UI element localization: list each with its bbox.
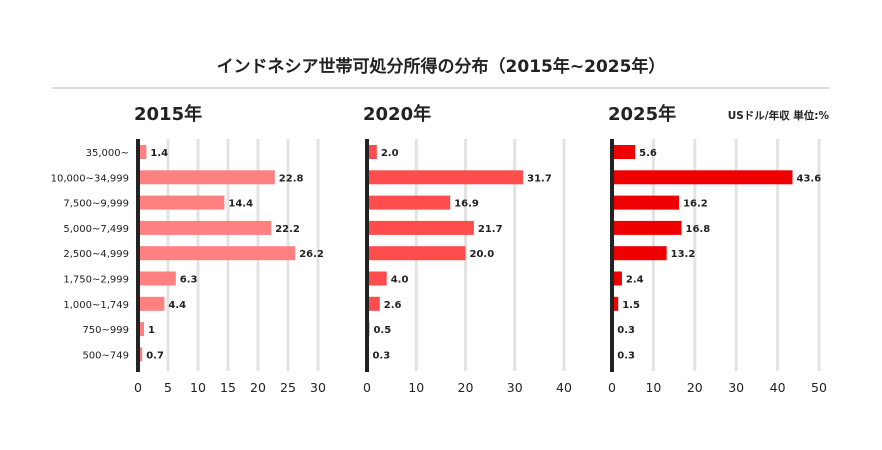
value-label: 0.3 xyxy=(617,350,635,361)
value-label: 6.3 xyxy=(180,275,198,286)
value-label: 1.4 xyxy=(150,148,168,159)
bar xyxy=(138,170,275,185)
bar xyxy=(612,296,619,311)
bar xyxy=(367,271,387,286)
bar xyxy=(612,220,682,235)
bar xyxy=(367,145,377,159)
category-label: 1,000~1,749 xyxy=(63,300,129,311)
tick-label: 20 xyxy=(458,380,474,395)
bar xyxy=(612,170,793,185)
bar xyxy=(612,195,680,210)
bar xyxy=(612,271,622,286)
bar xyxy=(367,220,474,235)
tick-label: 15 xyxy=(220,380,236,395)
bar xyxy=(138,246,296,261)
bar xyxy=(612,246,667,261)
panel-1: 2015年 0 5 10 15 20 25 30 1.4 22.8 14.4 22.2 26.2 6.3 4… xyxy=(134,103,326,395)
category-label: 750~999 xyxy=(82,325,129,336)
value-label: 14.4 xyxy=(228,199,253,210)
panel-heading: 2015年 xyxy=(134,103,202,125)
value-label: 22.8 xyxy=(279,173,304,184)
chart-title: インドネシア世帯可処分所得の分布（2015年~2025年） xyxy=(217,56,666,77)
value-label: 16.2 xyxy=(683,199,708,210)
bar xyxy=(138,296,165,311)
value-label: 2.0 xyxy=(381,148,399,159)
value-label: 16.9 xyxy=(454,199,479,210)
value-label: 16.8 xyxy=(686,224,711,235)
bar xyxy=(612,145,636,159)
tick-label: 10 xyxy=(190,380,206,395)
category-label: 2,500~4,999 xyxy=(63,249,129,260)
bar xyxy=(138,145,147,159)
bar xyxy=(367,170,524,185)
tick-label: 25 xyxy=(280,380,296,395)
value-label: 0.3 xyxy=(372,350,390,361)
value-label: 5.6 xyxy=(639,148,657,159)
value-label: 2.6 xyxy=(384,300,402,311)
tick-label: 50 xyxy=(811,380,827,395)
tick-label: 10 xyxy=(408,380,424,395)
tick-label: 10 xyxy=(645,380,661,395)
tick-label: 0 xyxy=(608,380,616,395)
category-label: 1,750~2,999 xyxy=(63,275,129,286)
bar xyxy=(138,220,272,235)
bar xyxy=(367,296,380,311)
value-label: 43.6 xyxy=(797,173,822,184)
tick-label: 20 xyxy=(250,380,266,395)
value-label: 26.2 xyxy=(299,249,324,260)
bar xyxy=(138,195,225,210)
unit-note: USドル/年収 単位:% xyxy=(728,109,830,122)
value-label: 13.2 xyxy=(671,249,696,260)
value-label: 4.0 xyxy=(391,275,409,286)
chart-panels: 35,000~ 10,000~34,999 7,500~9,999 5,000~7,4… xyxy=(51,103,827,395)
category-label: 500~749 xyxy=(82,350,129,361)
panel-2: 2020年 0 10 20 30 40 2.0 31.7 16.9 21.7 20.0 4.0 2.6 0… xyxy=(363,103,572,395)
tick-label: 40 xyxy=(770,380,786,395)
bar xyxy=(138,347,143,362)
value-label: 1.5 xyxy=(622,300,640,311)
panel-heading: 2025年 xyxy=(608,103,676,125)
bar xyxy=(367,195,451,210)
panel-heading: 2020年 xyxy=(363,103,431,125)
bar xyxy=(138,271,176,286)
value-label: 0.3 xyxy=(617,325,635,336)
value-label: 22.2 xyxy=(275,224,300,235)
panel-3: 2025年 0 10 20 30 40 50 5.6 43.6 16.2 16.8 13.2 2.4 1.… xyxy=(608,103,827,395)
tick-label: 40 xyxy=(556,380,572,395)
category-label: 35,000~ xyxy=(86,148,129,159)
tick-label: 30 xyxy=(507,380,523,395)
bar xyxy=(138,322,144,337)
value-label: 1 xyxy=(148,325,155,336)
value-label: 21.7 xyxy=(478,224,503,235)
value-label: 20.0 xyxy=(470,249,495,260)
tick-label: 0 xyxy=(134,380,142,395)
tick-label: 5 xyxy=(164,380,172,395)
value-label: 31.7 xyxy=(527,173,552,184)
value-label: 4.4 xyxy=(168,300,186,311)
value-label: 0.7 xyxy=(146,350,164,361)
tick-label: 0 xyxy=(363,380,371,395)
tick-label: 30 xyxy=(728,380,744,395)
value-label: 0.5 xyxy=(373,325,391,336)
tick-label: 20 xyxy=(687,380,703,395)
category-label: 7,500~9,999 xyxy=(63,199,129,210)
value-label: 2.4 xyxy=(626,275,644,286)
bar xyxy=(367,246,466,261)
tick-label: 30 xyxy=(310,380,326,395)
category-label: 10,000~34,999 xyxy=(51,173,129,184)
category-label: 5,000~7,499 xyxy=(63,224,129,235)
